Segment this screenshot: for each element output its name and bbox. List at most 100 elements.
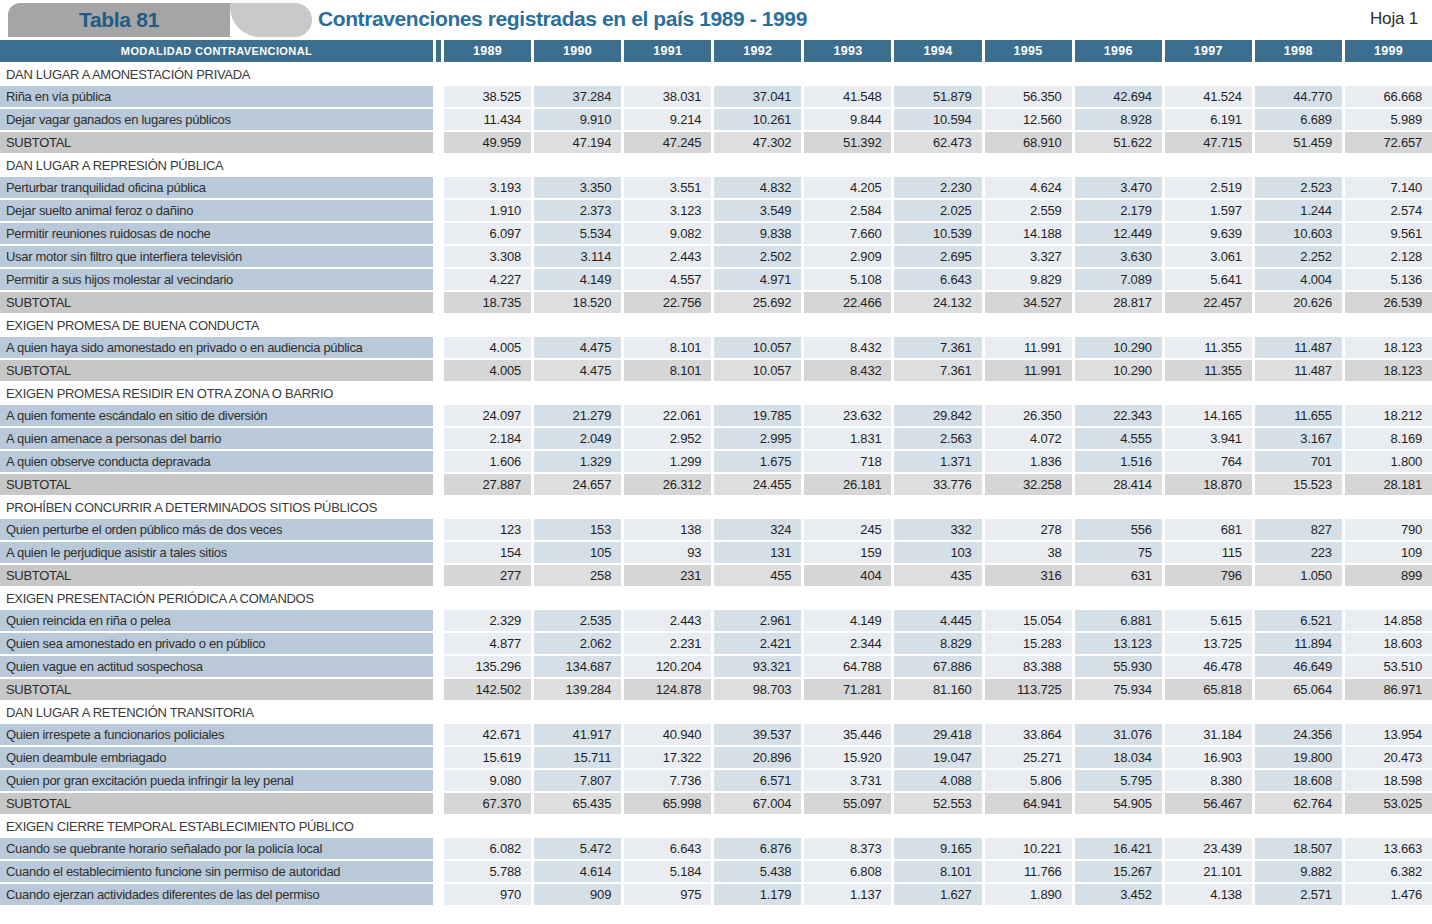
- value-cell: 4.005: [444, 337, 531, 358]
- column-spacer: [436, 565, 441, 586]
- value-cell: 41.548: [804, 86, 891, 107]
- value-cell: 6.881: [1075, 610, 1162, 631]
- value-cell: 5.989: [1345, 109, 1432, 130]
- value-cell: 2.179: [1075, 200, 1162, 221]
- value-cell: 75: [1075, 542, 1162, 563]
- value-cell: 6.643: [624, 838, 711, 859]
- value-cell: 8.829: [894, 633, 981, 654]
- subtotal-value-cell: 10.290: [1075, 360, 1162, 381]
- value-cell: 3.941: [1165, 428, 1252, 449]
- value-cell: 6.876: [714, 838, 801, 859]
- value-cell: 13.954: [1345, 724, 1432, 745]
- value-cell: 42.671: [444, 724, 531, 745]
- value-cell: 8.101: [624, 337, 711, 358]
- column-header-year: 1998: [1255, 40, 1342, 62]
- subtotal-row: SUBTOTAL67.37065.43565.99867.00455.09752…: [0, 793, 1432, 814]
- row-label: Cuando el establecimiento funcione sin p…: [0, 861, 433, 882]
- value-cell: 245: [804, 519, 891, 540]
- value-cell: 12.560: [985, 109, 1072, 130]
- subtotal-value-cell: 52.553: [894, 793, 981, 814]
- value-cell: 5.615: [1165, 610, 1252, 631]
- subtotal-value-cell: 26.539: [1345, 292, 1432, 313]
- value-cell: 10.603: [1255, 223, 1342, 244]
- contraventions-table: MODALIDAD CONTRAVENCIONAL198919901991199…: [0, 40, 1432, 905]
- value-cell: 55.930: [1075, 656, 1162, 677]
- table-row: Permitir a sus hijos molestar al vecinda…: [0, 269, 1432, 290]
- value-cell: 8.101: [894, 861, 981, 882]
- subtotal-value-cell: 24.657: [534, 474, 621, 495]
- value-cell: 2.329: [444, 610, 531, 631]
- row-label: Quien vague en actitud sospechosa: [0, 656, 433, 677]
- row-label: Cuando ejerzan actividades diferentes de…: [0, 884, 433, 905]
- value-cell: 22.061: [624, 405, 711, 426]
- section-title: EXIGEN PROMESA DE BUENA CONDUCTA: [0, 315, 1432, 336]
- subtotal-value-cell: 277: [444, 565, 531, 586]
- column-header-year: 1993: [804, 40, 891, 62]
- subtotal-value-cell: 65.818: [1165, 679, 1252, 700]
- value-cell: 2.443: [624, 610, 711, 631]
- value-cell: 4.971: [714, 269, 801, 290]
- subtotal-row: SUBTOTAL49.95947.19447.24547.30251.39262…: [0, 132, 1432, 153]
- value-cell: 5.472: [534, 838, 621, 859]
- value-cell: 9.844: [804, 109, 891, 130]
- column-spacer: [436, 360, 441, 381]
- value-cell: 134.687: [534, 656, 621, 677]
- value-cell: 909: [534, 884, 621, 905]
- value-cell: 2.961: [714, 610, 801, 631]
- subtotal-value-cell: 258: [534, 565, 621, 586]
- value-cell: 11.355: [1165, 337, 1252, 358]
- value-cell: 10.539: [894, 223, 981, 244]
- row-label: Permitir a sus hijos molestar al vecinda…: [0, 269, 433, 290]
- value-cell: 15.054: [985, 610, 1072, 631]
- table-number-banner: Tabla 81: [8, 3, 312, 37]
- column-header-year: 1992: [714, 40, 801, 62]
- subtotal-row: SUBTOTAL2772582314554044353166317961.050…: [0, 565, 1432, 586]
- value-cell: 9.080: [444, 770, 531, 791]
- value-cell: 14.858: [1345, 610, 1432, 631]
- value-cell: 21.279: [534, 405, 621, 426]
- value-cell: 3.350: [534, 177, 621, 198]
- value-cell: 14.188: [985, 223, 1072, 244]
- subtotal-value-cell: 27.887: [444, 474, 531, 495]
- value-cell: 2.909: [804, 246, 891, 267]
- value-cell: 5.438: [714, 861, 801, 882]
- value-cell: 37.284: [534, 86, 621, 107]
- subtotal-value-cell: 316: [985, 565, 1072, 586]
- value-cell: 23.439: [1165, 838, 1252, 859]
- value-cell: 29.842: [894, 405, 981, 426]
- subtotal-value-cell: 28.181: [1345, 474, 1432, 495]
- value-cell: 975: [624, 884, 711, 905]
- table-row: Cuando se quebrante horario señalado por…: [0, 838, 1432, 859]
- table-row: Cuando ejerzan actividades diferentes de…: [0, 884, 1432, 905]
- row-label: Permitir reuniones ruidosas de noche: [0, 223, 433, 244]
- value-cell: 37.041: [714, 86, 801, 107]
- table-row: Quien perturbe el orden público más de d…: [0, 519, 1432, 540]
- value-cell: 5.136: [1345, 269, 1432, 290]
- row-label: Quien perturbe el orden público más de d…: [0, 519, 433, 540]
- row-label: Perturbar tranquilidad oficina pública: [0, 177, 433, 198]
- value-cell: 25.271: [985, 747, 1072, 768]
- value-cell: 332: [894, 519, 981, 540]
- value-cell: 33.864: [985, 724, 1072, 745]
- column-spacer: [436, 474, 441, 495]
- value-cell: 3.327: [985, 246, 1072, 267]
- value-cell: 17.322: [624, 747, 711, 768]
- column-spacer: [436, 724, 441, 745]
- value-cell: 6.191: [1165, 109, 1252, 130]
- value-cell: 1.836: [985, 451, 1072, 472]
- value-cell: 5.184: [624, 861, 711, 882]
- value-cell: 4.614: [534, 861, 621, 882]
- subtotal-value-cell: 18.123: [1345, 360, 1432, 381]
- subtotal-value-cell: 231: [624, 565, 711, 586]
- column-spacer: [436, 86, 441, 107]
- value-cell: 115: [1165, 542, 1252, 563]
- value-cell: 5.534: [534, 223, 621, 244]
- column-spacer: [436, 861, 441, 882]
- value-cell: 4.624: [985, 177, 1072, 198]
- value-cell: 93: [624, 542, 711, 563]
- subtotal-label: SUBTOTAL: [0, 132, 433, 153]
- subtotal-value-cell: 26.312: [624, 474, 711, 495]
- value-cell: 64.788: [804, 656, 891, 677]
- value-cell: 10.594: [894, 109, 981, 130]
- column-spacer: [436, 200, 441, 221]
